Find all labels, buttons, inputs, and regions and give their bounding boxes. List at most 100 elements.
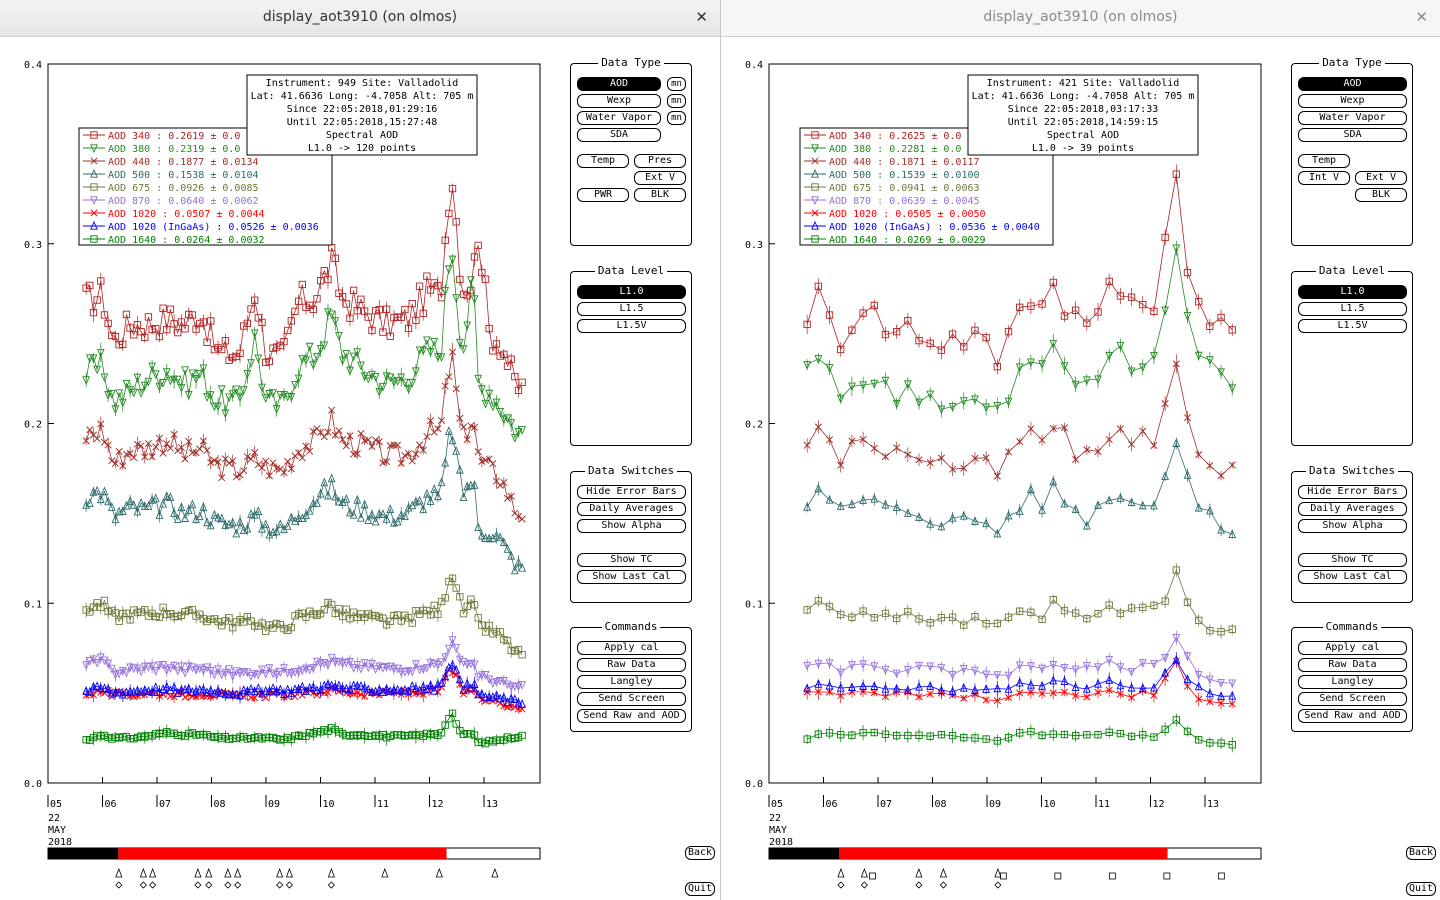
data-point	[441, 287, 450, 296]
event-square	[999, 872, 1007, 880]
ext-v-button[interactable]: Ext V	[634, 171, 686, 185]
water-vapor-mn-button[interactable]: mn	[667, 111, 686, 125]
sda-button[interactable]: SDA	[577, 128, 661, 142]
series-aod-440	[803, 354, 1236, 482]
daily-averages-button[interactable]: Daily Averages	[577, 502, 686, 516]
close-icon[interactable]: ✕	[695, 8, 708, 26]
show-tc-button[interactable]: Show TC	[577, 553, 686, 567]
data-point	[272, 671, 281, 680]
blk-button[interactable]: BLK	[1355, 188, 1407, 202]
l15-button[interactable]: L1.5	[577, 302, 686, 316]
langley-button[interactable]: Langley	[1298, 675, 1407, 689]
data-point	[803, 735, 811, 743]
wexp-button[interactable]: Wexp	[577, 94, 661, 108]
daily-averages-button[interactable]: Daily Averages	[1298, 502, 1407, 516]
water-vapor-button[interactable]: Water Vapor	[1298, 111, 1407, 125]
pres-button[interactable]: Pres	[634, 154, 686, 168]
data-point	[859, 728, 867, 737]
data-point	[273, 619, 281, 628]
l15v-button[interactable]: L1.5V	[1298, 319, 1407, 333]
water-vapor-button[interactable]: Water Vapor	[577, 111, 661, 125]
data-point	[232, 528, 241, 538]
data-point	[452, 294, 461, 304]
send-screen-button[interactable]: Send Screen	[577, 692, 686, 706]
l15-button[interactable]: L1.5	[1298, 302, 1407, 316]
send-raw-and-aod-button[interactable]: Send Raw and AOD	[1298, 709, 1407, 723]
show-alpha-button[interactable]: Show Alpha	[577, 519, 686, 533]
quit-button[interactable]: Quit	[685, 882, 715, 896]
data-point	[456, 414, 464, 422]
l10-button[interactable]: L1.0	[577, 285, 686, 299]
send-raw-and-aod-button[interactable]: Send Raw and AOD	[577, 709, 686, 723]
data-point	[371, 373, 380, 382]
aod-mn-button[interactable]: mn	[667, 77, 686, 91]
data-point	[433, 661, 442, 670]
back-button[interactable]: Back	[1406, 846, 1436, 860]
data-point	[163, 728, 171, 736]
data-point	[331, 725, 339, 734]
data-point	[90, 235, 98, 243]
send-screen-button[interactable]: Send Screen	[1298, 692, 1407, 706]
title-bar[interactable]: display_aot3910 (on olmos) ✕	[721, 0, 1440, 37]
data-point	[892, 669, 901, 679]
data-point	[1038, 360, 1046, 370]
data-point	[144, 439, 152, 448]
l15v-button[interactable]: L1.5V	[577, 319, 686, 333]
int-v-button[interactable]: Int V	[1298, 171, 1350, 185]
quit-button[interactable]: Quit	[1406, 882, 1436, 896]
data-point	[214, 512, 222, 522]
temp-button[interactable]: Temp	[577, 154, 629, 168]
blk-button[interactable]: BLK	[634, 188, 686, 202]
show-tc-button[interactable]: Show TC	[1298, 553, 1407, 567]
data-point	[254, 733, 263, 741]
data-point	[485, 389, 494, 399]
data-point	[93, 681, 102, 691]
close-icon[interactable]: ✕	[1415, 8, 1428, 26]
back-button[interactable]: Back	[685, 846, 715, 860]
l10-button[interactable]: L1.0	[1298, 285, 1407, 299]
data-point	[331, 658, 340, 667]
ext-v-button[interactable]: Ext V	[1355, 171, 1407, 185]
data-point	[803, 361, 812, 370]
raw-data-button[interactable]: Raw Data	[1298, 658, 1407, 672]
data-point	[302, 510, 310, 519]
title-bar[interactable]: display_aot3910 (on olmos) ✕	[0, 0, 720, 37]
pwr-button[interactable]: PWR	[577, 188, 629, 202]
langley-button[interactable]: Langley	[577, 675, 686, 689]
data-point	[825, 729, 834, 737]
aod-button[interactable]: AOD	[577, 77, 661, 91]
wexp-mn-button[interactable]: mn	[667, 94, 686, 108]
data-point	[434, 281, 442, 290]
wexp-button[interactable]: Wexp	[1298, 94, 1407, 108]
data-point	[405, 449, 413, 458]
data-point	[218, 734, 226, 743]
raw-data-button[interactable]: Raw Data	[577, 658, 686, 672]
apply-cal-button[interactable]: Apply cal	[1298, 641, 1407, 655]
temp-button[interactable]: Temp	[1298, 154, 1350, 168]
data-point	[412, 367, 420, 377]
data-point	[1228, 461, 1236, 469]
data-point	[130, 735, 138, 743]
aod-button[interactable]: AOD	[1298, 77, 1407, 91]
sda-button[interactable]: SDA	[1298, 128, 1407, 142]
data-point	[814, 355, 823, 364]
show-last-cal-button[interactable]: Show Last Cal	[577, 570, 686, 584]
data-point	[926, 390, 935, 400]
data-point	[500, 350, 508, 358]
data-point	[390, 378, 398, 388]
data-point	[993, 737, 1001, 745]
hide-error-bars-button[interactable]: Hide Error Bars	[577, 485, 686, 499]
show-alpha-button[interactable]: Show Alpha	[1298, 519, 1407, 533]
apply-cal-button[interactable]: Apply cal	[577, 641, 686, 655]
data-point	[371, 611, 380, 620]
show-last-cal-button[interactable]: Show Last Cal	[1298, 570, 1407, 584]
data-point	[426, 496, 435, 505]
data-point	[372, 436, 380, 444]
data-point	[170, 729, 178, 737]
data-point	[349, 509, 358, 519]
data-point	[437, 353, 446, 362]
data-point	[456, 726, 464, 735]
x-date-label: 22	[769, 813, 781, 824]
hide-error-bars-button[interactable]: Hide Error Bars	[1298, 485, 1407, 499]
data-point	[364, 684, 373, 694]
